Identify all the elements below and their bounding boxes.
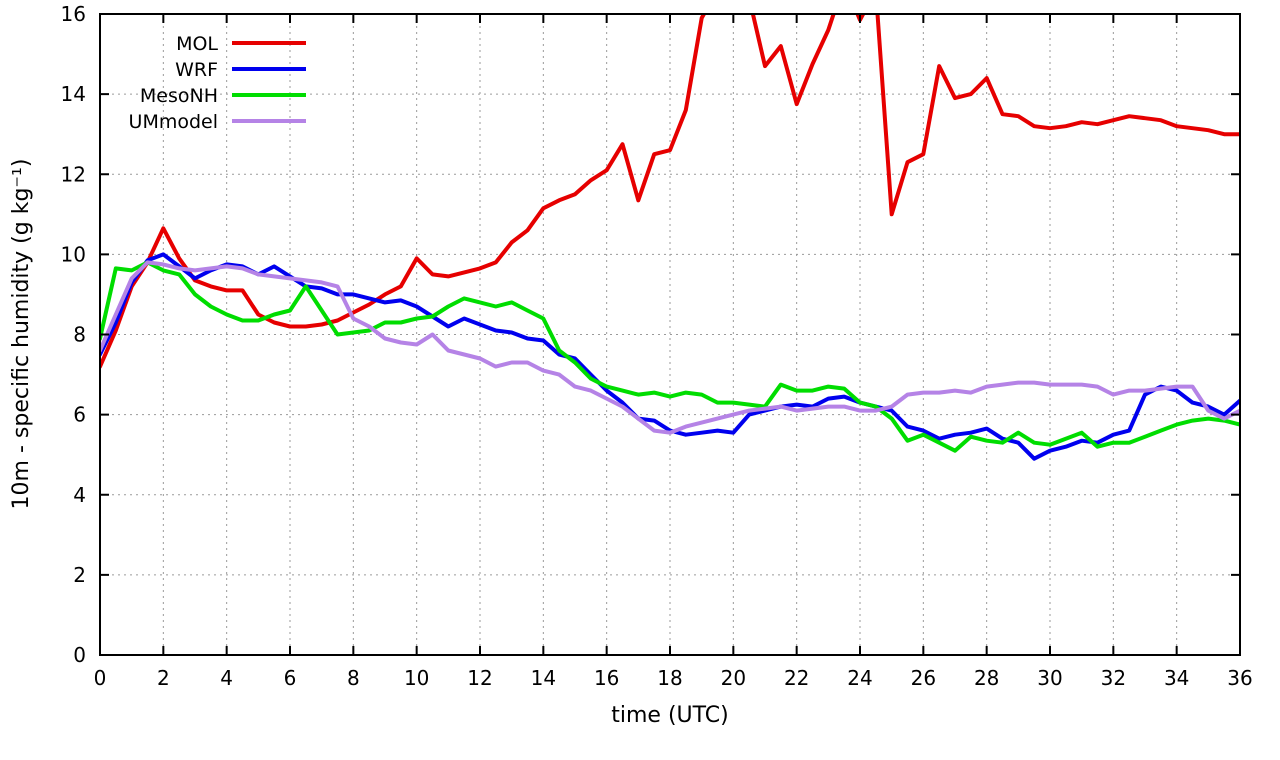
legend: MOL WRF MesoNH UMmodel (129, 33, 306, 133)
y-tick-label: 4 (73, 483, 86, 507)
y-tick-label: 6 (73, 403, 86, 427)
x-tick-label: 20 (721, 666, 746, 690)
x-tick-label: 4 (220, 666, 233, 690)
y-tick-label: 16 (61, 2, 86, 26)
plot-frame (99, 13, 1241, 656)
x-tick-label: 10 (404, 666, 429, 690)
series-line-MOL (100, 14, 1240, 369)
y-tick-label: 0 (73, 643, 86, 667)
x-tick-label: 18 (657, 666, 682, 690)
x-tick-label: 14 (531, 666, 556, 690)
x-tick-label: 28 (974, 666, 999, 690)
x-tick-label: 22 (784, 666, 809, 690)
data-series (100, 14, 1240, 461)
x-tick-label: 26 (911, 666, 936, 690)
y-tick-label: 14 (61, 82, 86, 106)
x-tick-label: 8 (347, 666, 360, 690)
y-tick-label: 2 (73, 563, 86, 587)
x-tick-label: 12 (467, 666, 492, 690)
gridlines (100, 14, 1240, 655)
series-line-MesoNH (100, 260, 1240, 453)
series-line-UMmodel (100, 260, 1240, 435)
y-tick-label: 8 (73, 323, 86, 347)
tick-labels: 0 2 4 6 8 10 12 14 16 18 20 22 24 26 28 30 32 34 360246810… (61, 2, 1253, 690)
x-tick-label: 16 (594, 666, 619, 690)
legend-label-MOL: MOL (176, 33, 218, 55)
x-tick-label: 0 (94, 666, 107, 690)
x-tick-label: 30 (1037, 666, 1062, 690)
legend-label-MesoNH: MesoNH (140, 85, 218, 107)
x-tick-label: 24 (847, 666, 872, 690)
x-tick-label: 34 (1164, 666, 1189, 690)
x-tick-label: 36 (1227, 666, 1252, 690)
y-axis-label: 10m - specific humidity (g kg⁻¹) (9, 159, 34, 510)
x-tick-label: 2 (157, 666, 170, 690)
x-tick-label: 32 (1101, 666, 1126, 690)
legend-label-UMmodel: UMmodel (129, 111, 218, 133)
x-axis-label: time (UTC) (611, 703, 728, 728)
y-tick-label: 10 (61, 242, 86, 266)
y-tick-label: 12 (61, 162, 86, 186)
legend-label-WRF: WRF (175, 59, 218, 81)
x-tick-label: 6 (284, 666, 297, 690)
